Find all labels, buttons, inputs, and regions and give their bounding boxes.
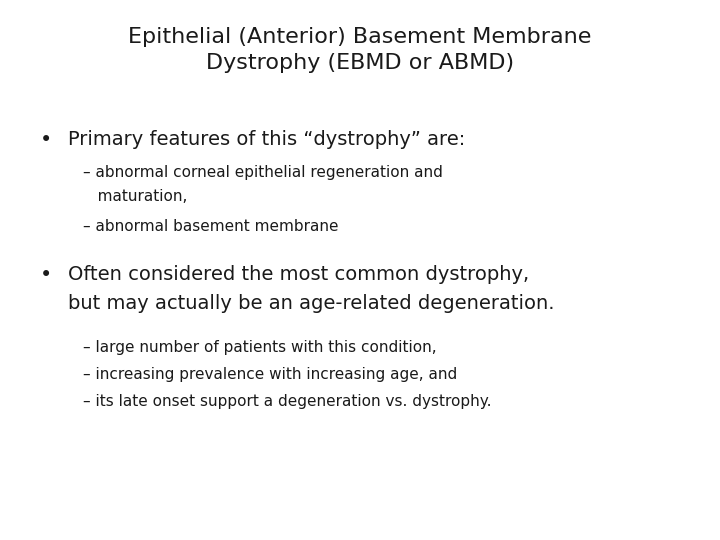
Text: •: • — [40, 265, 52, 285]
Text: – its late onset support a degeneration vs. dystrophy.: – its late onset support a degeneration … — [83, 394, 491, 409]
Text: •: • — [40, 130, 52, 150]
Text: Epithelial (Anterior) Basement Membrane
Dystrophy (EBMD or ABMD): Epithelial (Anterior) Basement Membrane … — [128, 27, 592, 72]
Text: – increasing prevalence with increasing age, and: – increasing prevalence with increasing … — [83, 367, 457, 382]
Text: Primary features of this “dystrophy” are:: Primary features of this “dystrophy” are… — [68, 130, 466, 148]
Text: – large number of patients with this condition,: – large number of patients with this con… — [83, 340, 436, 355]
Text: but may actually be an age-related degeneration.: but may actually be an age-related degen… — [68, 294, 555, 313]
Text: – abnormal corneal epithelial regeneration and: – abnormal corneal epithelial regenerati… — [83, 165, 443, 180]
Text: Often considered the most common dystrophy,: Often considered the most common dystrop… — [68, 265, 529, 284]
Text: – abnormal basement membrane: – abnormal basement membrane — [83, 219, 338, 234]
Text: maturation,: maturation, — [83, 189, 187, 204]
